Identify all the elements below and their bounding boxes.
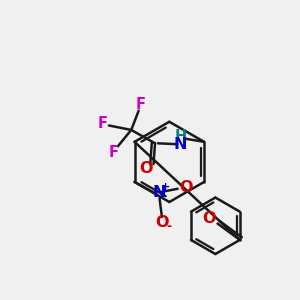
- Text: O: O: [155, 215, 169, 230]
- Text: +: +: [161, 182, 170, 192]
- Text: F: F: [108, 145, 118, 160]
- Text: O: O: [140, 161, 153, 176]
- Text: F: F: [98, 116, 107, 131]
- Text: N: N: [152, 185, 166, 200]
- Text: H: H: [174, 129, 186, 144]
- Text: N: N: [173, 137, 187, 152]
- Text: -: -: [166, 220, 171, 233]
- Text: O: O: [179, 180, 192, 195]
- Text: O: O: [202, 211, 216, 226]
- Text: F: F: [135, 97, 145, 112]
